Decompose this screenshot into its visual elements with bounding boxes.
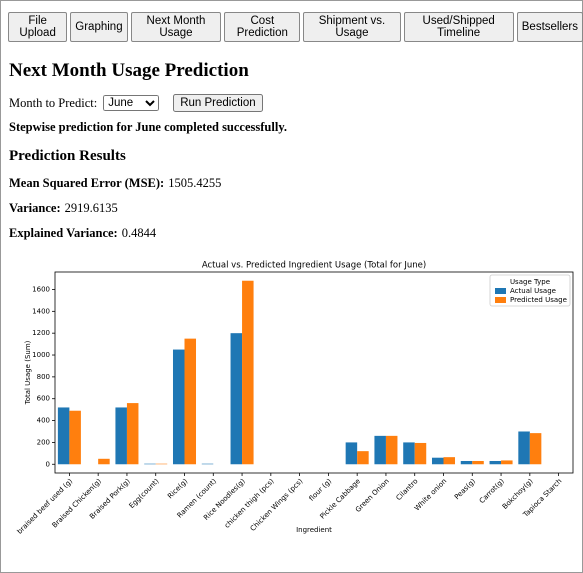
result-item: Variance: 2919.6135 bbox=[9, 201, 118, 216]
heading: Next Month Usage Prediction bbox=[9, 60, 249, 81]
bar bbox=[57, 407, 70, 465]
tab-bar: File Upload Graphing Next Month Usage Cost … bbox=[8, 12, 583, 42]
x-tick-label: braised beef used (g) bbox=[16, 477, 75, 536]
tab[interactable]: Used/Shipped Timeline bbox=[403, 12, 514, 42]
x-tick-label: Carrot(g) bbox=[478, 477, 506, 505]
bar bbox=[443, 457, 456, 465]
tab[interactable]: Bestsellers bbox=[516, 12, 583, 42]
x-tick-label: Peas(g) bbox=[453, 477, 477, 501]
result-value: 1505.4255 bbox=[168, 176, 222, 190]
plot-frame bbox=[54, 271, 574, 474]
legend-swatch bbox=[495, 288, 506, 294]
x-tick-label: Cilantro bbox=[395, 477, 420, 502]
bar bbox=[201, 463, 214, 465]
x-tick-label: chicken thigh (pcs) bbox=[223, 477, 276, 530]
result-label: Mean Squared Error (MSE): bbox=[9, 176, 165, 190]
bar bbox=[529, 433, 542, 465]
bar bbox=[414, 442, 427, 465]
x-tick-label: Chicken Wings (pcs) bbox=[249, 477, 305, 533]
month-label: Month to Predict: bbox=[9, 95, 98, 110]
status-message: Stepwise prediction for June completed s… bbox=[9, 120, 288, 134]
legend-label: Actual Usage bbox=[510, 287, 556, 295]
bar bbox=[460, 460, 473, 465]
results-title: Prediction Results bbox=[9, 148, 126, 164]
tab[interactable]: Next Month Usage bbox=[130, 12, 222, 42]
bar bbox=[115, 407, 127, 465]
y-tick-label: 200 bbox=[37, 438, 50, 446]
bar bbox=[374, 435, 386, 465]
x-tick-label: Rice(g) bbox=[166, 477, 189, 500]
y-tick-label: 0 bbox=[46, 460, 50, 468]
bar bbox=[345, 442, 358, 465]
legend-swatch bbox=[495, 297, 506, 303]
x-tick-label: Braised Chicken(g) bbox=[51, 477, 104, 530]
result-item: Mean Squared Error (MSE): 1505.4255 bbox=[9, 176, 221, 191]
month-select[interactable]: June bbox=[103, 95, 160, 111]
result-value: 0.4844 bbox=[121, 226, 157, 240]
result-label: Variance: bbox=[9, 201, 61, 215]
tab[interactable]: Graphing bbox=[70, 12, 128, 42]
result-item: Explained Variance: 0.4844 bbox=[9, 226, 156, 241]
y-axis-label: Total Usage (Sum) bbox=[24, 340, 32, 405]
y-tick-label: 1600 bbox=[32, 285, 50, 293]
bar bbox=[184, 338, 197, 465]
tab[interactable]: Cost Prediction bbox=[224, 12, 301, 42]
legend-label: Predicted Usage bbox=[510, 296, 567, 304]
x-tick-label: Egg(count) bbox=[128, 477, 161, 510]
bar bbox=[518, 431, 530, 465]
bar bbox=[98, 458, 110, 465]
bar bbox=[69, 410, 81, 465]
bar bbox=[357, 451, 369, 465]
y-tick-label: 400 bbox=[37, 417, 50, 425]
y-tick-label: 1200 bbox=[32, 329, 50, 337]
bar bbox=[472, 460, 484, 465]
bar bbox=[230, 333, 243, 465]
y-tick-label: 1000 bbox=[32, 351, 50, 359]
bar bbox=[144, 463, 156, 465]
chart: Actual vs. Predicted Ingredient Usage (T… bbox=[16, 261, 574, 536]
bar bbox=[501, 460, 513, 465]
legend-box bbox=[489, 274, 571, 307]
legend-title: Usage Type bbox=[510, 278, 550, 286]
bar bbox=[126, 403, 139, 465]
bar bbox=[403, 442, 415, 465]
tab[interactable]: Shipment vs. Usage bbox=[303, 12, 401, 42]
run-button[interactable]: Run Prediction bbox=[173, 94, 263, 112]
result-label: Explained Variance: bbox=[9, 226, 118, 240]
bar bbox=[172, 349, 185, 465]
x-tick-label: flour (g) bbox=[308, 477, 334, 503]
chart-title: Actual vs. Predicted Ingredient Usage (T… bbox=[202, 261, 426, 271]
x-axis-label: Ingredient bbox=[296, 526, 332, 534]
bar bbox=[489, 460, 502, 465]
bar bbox=[155, 463, 168, 465]
y-tick-label: 1400 bbox=[32, 307, 50, 315]
tab[interactable]: File Upload bbox=[8, 12, 68, 42]
bar bbox=[385, 435, 398, 465]
y-tick-label: 600 bbox=[37, 395, 50, 403]
y-tick-label: 800 bbox=[37, 373, 50, 381]
bar bbox=[242, 280, 254, 465]
month-form: Month to Predict: June Run Prediction bbox=[9, 94, 263, 112]
bar bbox=[431, 457, 444, 465]
result-value: 2919.6135 bbox=[64, 201, 118, 215]
